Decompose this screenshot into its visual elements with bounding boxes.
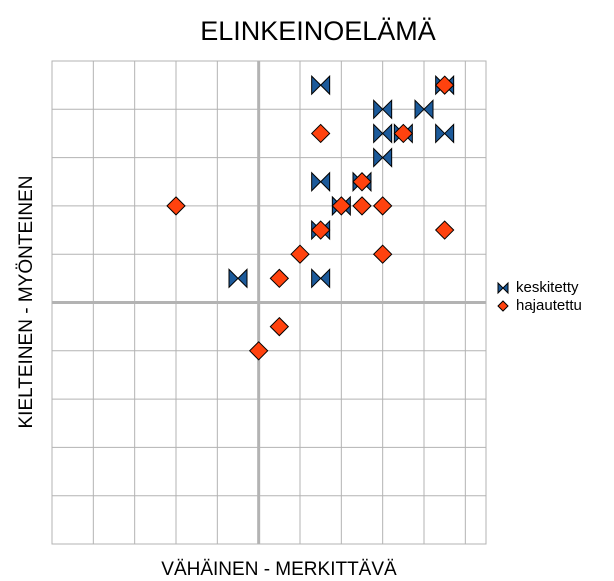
legend-label: hajautettu xyxy=(516,297,582,314)
point xyxy=(372,244,393,264)
point xyxy=(352,172,372,192)
point xyxy=(269,268,290,289)
point xyxy=(310,123,331,144)
point xyxy=(352,196,372,216)
point xyxy=(248,341,269,361)
point xyxy=(228,268,248,289)
point xyxy=(373,147,393,168)
point xyxy=(311,74,331,96)
x-axis-label: VÄHÄINEN - MERKITTÄVÄ xyxy=(161,559,397,580)
point xyxy=(373,99,393,120)
point xyxy=(434,75,455,95)
point xyxy=(372,196,393,216)
point xyxy=(414,99,434,120)
point xyxy=(311,171,331,192)
chart-title: ELINKEINOELÄMÄ xyxy=(200,16,436,46)
legend-marker xyxy=(497,300,509,312)
point xyxy=(435,123,455,144)
legend-marker xyxy=(497,281,509,295)
point xyxy=(331,196,352,216)
legend-label: keskitetty xyxy=(516,279,579,296)
point xyxy=(290,244,310,264)
point xyxy=(269,316,290,337)
point xyxy=(434,220,455,240)
y-axis-label: KIELTEINEN - MYÖNTEINEN xyxy=(16,175,37,428)
point xyxy=(393,123,414,144)
point xyxy=(373,123,393,144)
point xyxy=(311,268,331,289)
point xyxy=(166,196,186,216)
point xyxy=(310,220,331,240)
